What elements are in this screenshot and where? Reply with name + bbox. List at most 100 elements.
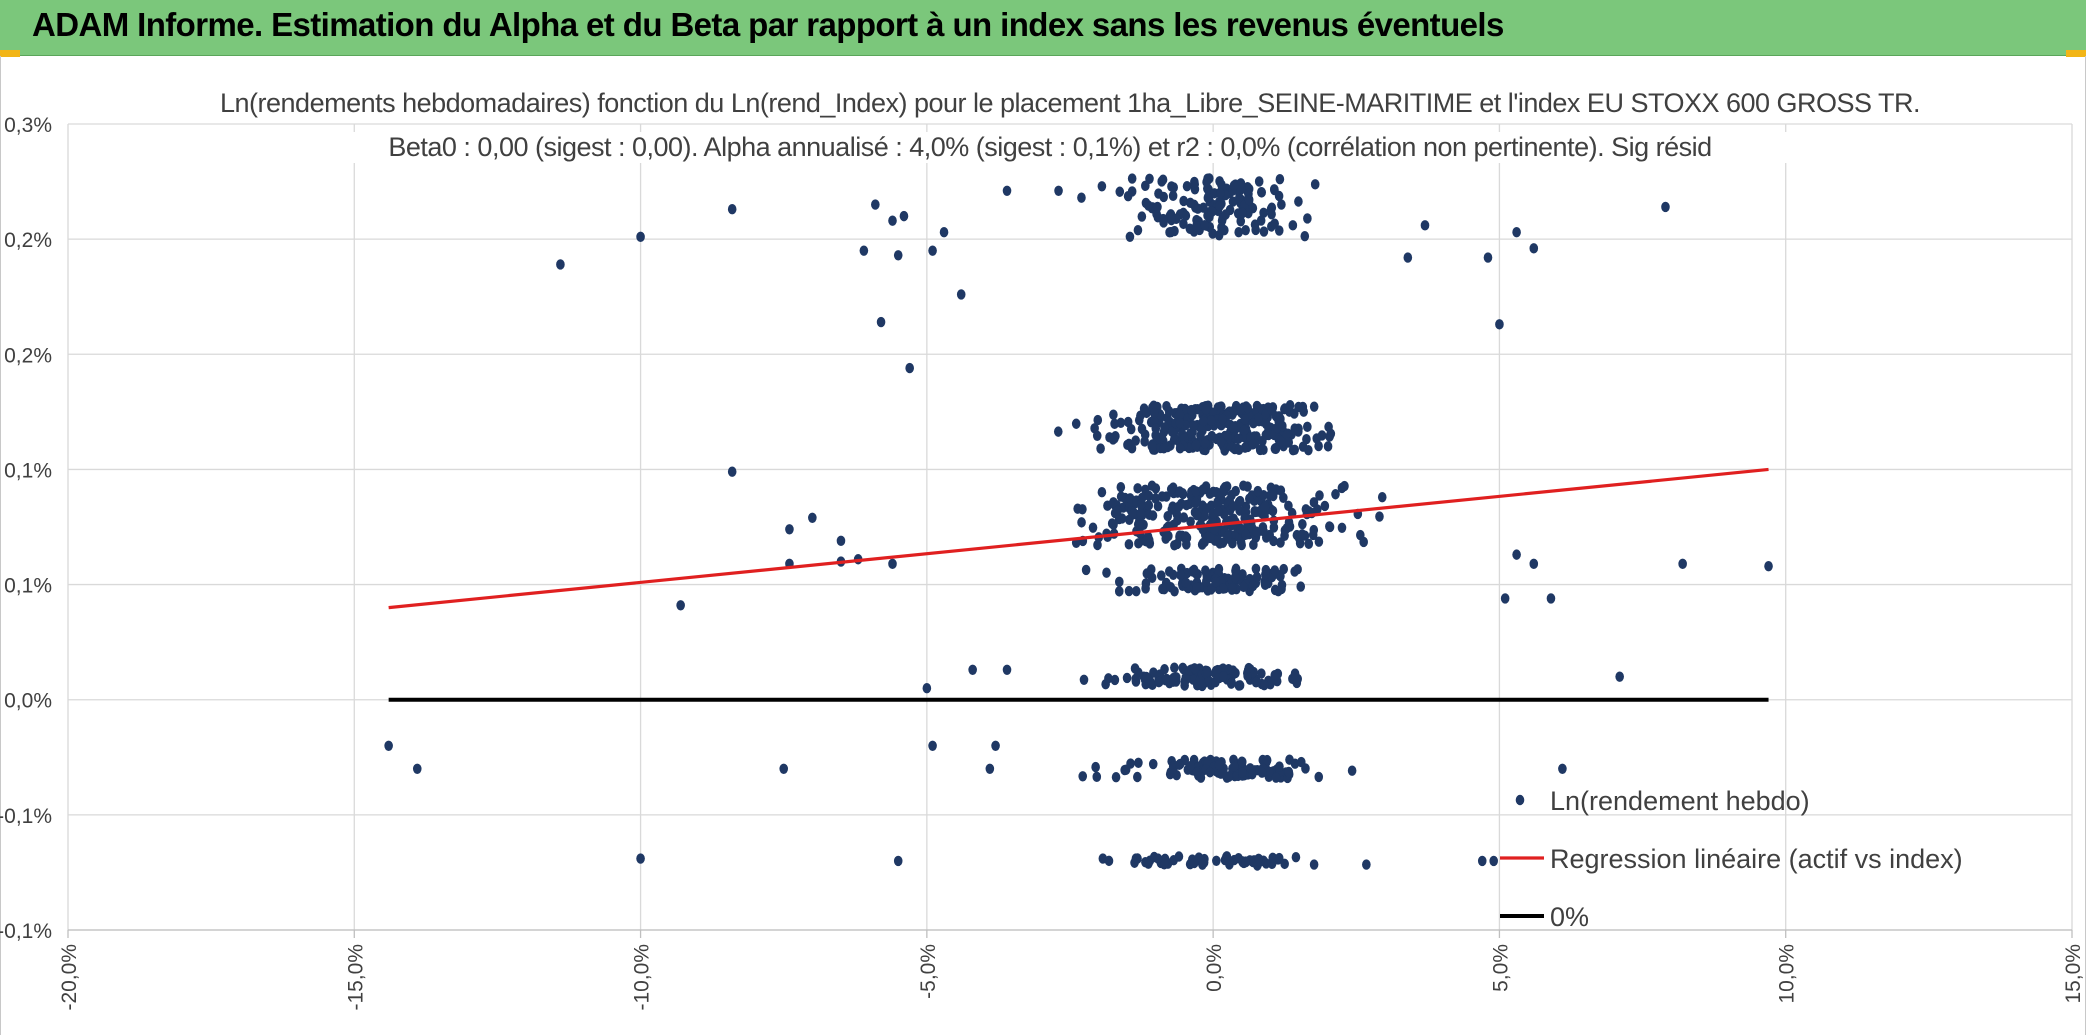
scatter-point: [1212, 498, 1222, 509]
scatter-point: [1764, 560, 1773, 572]
scatter-point: [1146, 564, 1156, 575]
x-tick-label: -10,0%: [631, 944, 654, 1011]
scatter-point: [859, 245, 869, 256]
scatter-point: [1088, 522, 1098, 533]
scatter-point: [1206, 415, 1216, 426]
scatter-point: [1175, 486, 1184, 497]
scatter-point: [1275, 761, 1284, 772]
scatter-point: [1102, 567, 1111, 578]
scatter-point: [636, 853, 645, 864]
scatter-point: [1261, 564, 1271, 576]
scatter-point: [1295, 538, 1305, 549]
scatter-point: [1071, 418, 1081, 429]
scatter-point: [1217, 401, 1226, 412]
scatter-point: [1202, 176, 1211, 188]
scatter-point: [836, 535, 846, 547]
scatter-point: [1179, 218, 1188, 230]
scatter-point: [1238, 767, 1247, 778]
scatter-point: [1320, 500, 1330, 512]
scatter-point: [1243, 481, 1252, 492]
scatter-point: [1259, 526, 1268, 537]
scatter-point: [1293, 564, 1302, 575]
scatter-point: [1270, 670, 1280, 681]
scatter-point: [1243, 670, 1252, 682]
scatter-point: [1215, 200, 1224, 211]
scatter-point: [1236, 404, 1245, 415]
scatter-point: [1229, 422, 1238, 433]
scatter-point: [1234, 433, 1243, 445]
scatter-point: [1249, 539, 1258, 551]
scatter-point: [1292, 677, 1302, 689]
scatter-point: [1309, 401, 1319, 412]
scatter-point: [1229, 761, 1239, 772]
scatter-point: [1092, 771, 1102, 783]
scatter-point: [676, 600, 685, 611]
scatter-point: [1288, 220, 1298, 231]
scatter-point: [1280, 403, 1290, 414]
scatter-point: [1209, 524, 1219, 535]
scatter-point: [1546, 593, 1556, 604]
scatter-point: [1241, 856, 1251, 868]
scatter-point: [1126, 423, 1136, 435]
scatter-point: [1236, 523, 1245, 534]
scatter-point: [1251, 677, 1261, 688]
scatter-point: [1512, 227, 1521, 238]
y-tick-label: 0,2%: [4, 229, 52, 252]
scatter-point: [1239, 581, 1248, 593]
scatter-point: [1678, 558, 1687, 570]
scatter-point: [636, 231, 645, 243]
scatter-point: [1297, 529, 1307, 540]
scatter-point: [1291, 851, 1301, 863]
scatter-point: [1159, 443, 1169, 454]
scatter-point: [1290, 668, 1300, 679]
scatter-point: [1113, 505, 1122, 517]
x-axis-ticks: -20,0% -15,0% -10,0% -5,0% 0,0% 5,0% 10,0% 15,0…: [58, 944, 2085, 1011]
scatter-point: [1294, 196, 1303, 207]
scatter-point: [1077, 192, 1086, 203]
scatter-point: [1267, 209, 1276, 220]
scatter-point: [1166, 484, 1176, 495]
scatter-point: [1153, 201, 1162, 213]
scatter-point: [1105, 432, 1114, 443]
scatter-point: [1141, 180, 1150, 192]
scatter-point: [1271, 443, 1281, 455]
scatter-point: [1188, 674, 1198, 685]
scatter-point: [1323, 441, 1333, 452]
scatter-point: [1267, 405, 1277, 416]
scatter-point: [779, 763, 789, 774]
scatter-point: [1251, 224, 1260, 236]
scatter-point: [1150, 407, 1159, 419]
scatter-point: [1134, 757, 1143, 768]
scatter-point: [1200, 220, 1210, 231]
scatter-point: [1270, 218, 1279, 229]
scatter-point: [1289, 408, 1299, 419]
scatter-point: [1274, 225, 1284, 236]
scatter-point: [1167, 504, 1177, 515]
scatter-point: [1169, 672, 1178, 684]
scatter-point: [1240, 414, 1250, 425]
scatter-point: [1253, 485, 1263, 497]
scatter-point: [1185, 223, 1195, 234]
scatter-point: [1237, 756, 1247, 767]
scatter-point: [1216, 436, 1226, 448]
scatter-point: [1130, 857, 1139, 868]
scatter-point: [1133, 224, 1143, 236]
y-tick-label: -0,1%: [0, 805, 52, 828]
scatter-point: [1169, 182, 1178, 193]
scatter-point: [1186, 516, 1195, 527]
scatter-point: [1203, 192, 1213, 204]
scatter-point: [1239, 425, 1249, 436]
scatter-point: [1002, 664, 1012, 675]
scatter-point: [1151, 483, 1161, 494]
scatter-point: [1205, 767, 1215, 778]
scatter-point: [1228, 500, 1238, 512]
scatter-point: [1133, 771, 1142, 783]
scatter-point: [1529, 558, 1539, 570]
scatter-point: [1192, 509, 1202, 521]
scatter-point: [1115, 186, 1125, 197]
scatter-point: [1198, 484, 1208, 495]
scatter-point: [1228, 538, 1237, 549]
scatter-point: [1124, 585, 1134, 597]
scatter-point: [1420, 220, 1430, 231]
scatter-point: [1127, 173, 1137, 184]
